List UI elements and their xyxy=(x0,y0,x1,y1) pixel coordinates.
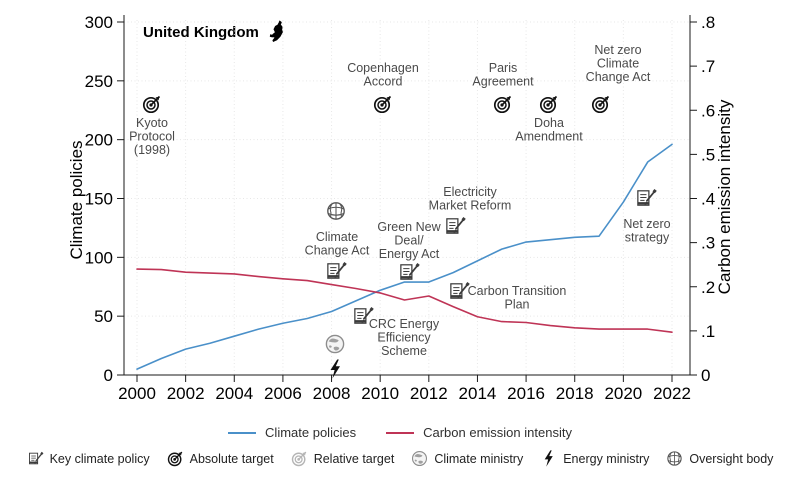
annotation-kyoto: Kyoto Protocol (1998) xyxy=(129,95,175,157)
annotation-label: Carbon Transition Plan xyxy=(468,284,567,312)
absolute-target-icon xyxy=(539,95,558,114)
absolute-target-icon xyxy=(373,95,392,114)
legend-line-swatch xyxy=(386,431,415,434)
tick-labels: 0 50 100 150 200 250 300 0 .1 .2 .3 .4 .5 .6 .7 .8 2000 2… xyxy=(85,13,716,403)
annotation-label: Copenhagen Accord xyxy=(347,61,419,89)
svg-text:2022: 2022 xyxy=(653,384,691,403)
icon-legend-label: Relative target xyxy=(313,451,395,466)
legend-label: Climate policies xyxy=(265,425,357,440)
key-climate-policy-icon xyxy=(399,261,421,281)
energy-ministry-icon xyxy=(540,450,557,467)
absolute-target-icon xyxy=(167,450,184,467)
svg-text:150: 150 xyxy=(85,190,113,209)
svg-text:2016: 2016 xyxy=(507,384,545,403)
annotation-label: Paris Agreement xyxy=(472,61,534,89)
svg-text:.2: .2 xyxy=(701,278,715,297)
svg-text:2010: 2010 xyxy=(361,384,399,403)
legend-line-swatch xyxy=(228,431,257,434)
annotation-copenhagen: Copenhagen Accord xyxy=(347,61,419,114)
svg-text:.7: .7 xyxy=(701,57,715,76)
key-climate-policy-icon xyxy=(445,215,467,235)
svg-text:.4: .4 xyxy=(701,190,715,209)
relative-target-icon xyxy=(291,450,308,467)
annotation-paris: Paris Agreement xyxy=(472,61,534,114)
annotation-label: Green New Deal/Energy Act xyxy=(377,220,441,261)
annotation-label: Kyoto Protocol (1998) xyxy=(129,116,175,157)
annotation-doha: Doha Amendment xyxy=(515,95,583,144)
svg-text:.8: .8 xyxy=(701,13,715,32)
icon-legend-item: Climate ministry xyxy=(411,450,523,467)
icon-legend-label: Absolute target xyxy=(189,451,274,466)
annotation-electricity-market-reform: Electricity Market Reform xyxy=(429,185,512,235)
chart-title-block: United Kingdom xyxy=(143,20,287,44)
svg-text:0: 0 xyxy=(104,366,113,385)
icon-legend-item: Oversight body xyxy=(666,450,773,467)
annotation-label: Climate Change Act xyxy=(305,230,370,258)
axes xyxy=(123,15,691,376)
icon-legend: Key climate policy Absolute target Relativ… xyxy=(0,450,800,467)
key-climate-policy-icon xyxy=(27,450,44,467)
annotation-carbon-transition-plan: Carbon Transition Plan xyxy=(449,280,567,312)
svg-text:100: 100 xyxy=(85,248,113,267)
oversight-body-icon xyxy=(327,202,345,220)
svg-text:300: 300 xyxy=(85,13,113,32)
annotations: Kyoto Protocol (1998) Copenhagen Accord Paris… xyxy=(129,43,671,379)
svg-text:2014: 2014 xyxy=(459,384,497,403)
oversight-body-icon xyxy=(666,450,683,467)
svg-text:2012: 2012 xyxy=(410,384,448,403)
annotation-oversight-2008 xyxy=(327,202,345,220)
svg-text:.1: .1 xyxy=(701,322,715,341)
svg-text:2008: 2008 xyxy=(313,384,351,403)
annotation-label: Net zero Climate Change Act xyxy=(586,43,651,84)
icon-legend-item: Key climate policy xyxy=(27,450,150,467)
absolute-target-icon xyxy=(493,95,512,114)
legend-item: Climate policies xyxy=(228,425,356,440)
svg-text:.5: .5 xyxy=(701,145,715,164)
icon-legend-item: Relative target xyxy=(291,450,395,467)
svg-text:2002: 2002 xyxy=(167,384,205,403)
svg-text:.6: .6 xyxy=(701,101,715,120)
series-line-carbon-intensity xyxy=(136,268,673,333)
absolute-target-icon xyxy=(142,95,161,114)
svg-text:250: 250 xyxy=(85,72,113,91)
annotation-label: Net zero strategy xyxy=(623,217,670,245)
svg-text:2004: 2004 xyxy=(215,384,253,403)
svg-text:2018: 2018 xyxy=(556,384,594,403)
icon-legend-label: Energy ministry xyxy=(563,451,650,466)
annotation-netzero-cca: Net zero Climate Change Act xyxy=(586,43,651,114)
annotation-net-zero-strategy: Net zero strategy xyxy=(623,187,671,245)
annotation-crc-scheme: CRC Energy Efficiency Scheme xyxy=(353,305,440,358)
chart-title: United Kingdom xyxy=(143,23,259,41)
key-climate-policy-icon xyxy=(636,187,658,207)
icon-legend-item: Absolute target xyxy=(167,450,274,467)
annotation-label: CRC Energy Efficiency Scheme xyxy=(369,317,440,358)
svg-text:2000: 2000 xyxy=(118,384,156,403)
series-legend: Climate policies Carbon emission intensit… xyxy=(0,425,800,440)
annotation-climate-change-act: Climate Change Act xyxy=(305,230,370,280)
annotation-green-new-deal: Green New Deal/Energy Act xyxy=(377,220,442,281)
svg-text:200: 200 xyxy=(85,131,113,150)
svg-text:50: 50 xyxy=(94,307,113,326)
icon-legend-label: Key climate policy xyxy=(49,451,150,466)
key-climate-policy-icon xyxy=(326,260,348,280)
absolute-target-icon xyxy=(591,95,610,114)
annotation-label: Doha Amendment xyxy=(515,116,583,144)
climate-ministry-icon xyxy=(325,334,345,354)
series-line-climate-policies xyxy=(136,143,673,370)
svg-text:2020: 2020 xyxy=(604,384,642,403)
icon-legend-label: Climate ministry xyxy=(434,451,524,466)
annotation-label: Electricity Market Reform xyxy=(429,185,512,213)
tick-marks xyxy=(117,21,697,382)
svg-text:0: 0 xyxy=(701,366,710,385)
icon-legend-label: Oversight body xyxy=(689,451,774,466)
svg-text:.3: .3 xyxy=(701,234,715,253)
icon-legend-item: Energy ministry xyxy=(540,450,649,467)
climate-ministry-icon xyxy=(411,450,428,467)
legend-label: Carbon emission intensity xyxy=(423,425,572,440)
svg-text:2006: 2006 xyxy=(264,384,302,403)
annotation-climate-ministry-2008 xyxy=(325,334,345,354)
legend-item: Carbon emission intensity xyxy=(386,425,572,440)
